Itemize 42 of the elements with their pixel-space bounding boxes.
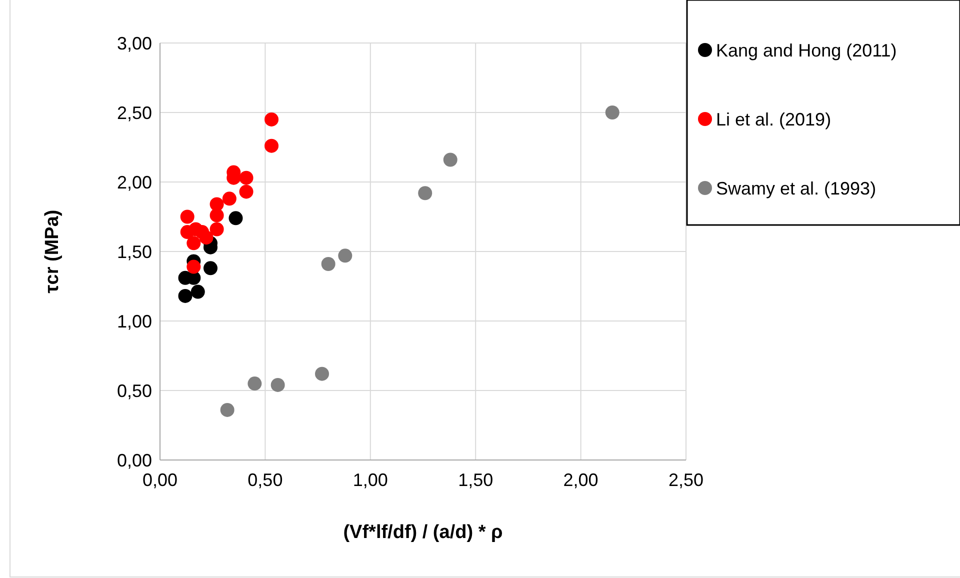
point bbox=[220, 402, 234, 417]
point bbox=[186, 236, 201, 250]
point bbox=[210, 222, 224, 236]
point bbox=[222, 192, 236, 206]
y-tick-label: 2,00 bbox=[116, 172, 152, 192]
y-tick-label: 1,00 bbox=[116, 311, 152, 332]
x-tick-label: 2,50 bbox=[668, 470, 704, 490]
point bbox=[248, 376, 262, 391]
x-axis-title: (Vf*lf/df) / (a/d) * ρ bbox=[343, 522, 503, 543]
x-tick-label: 1,50 bbox=[458, 470, 494, 490]
point bbox=[321, 257, 336, 272]
y-tick-label: 3,00 bbox=[116, 33, 152, 54]
point bbox=[338, 248, 352, 263]
x-tick-label: 2,00 bbox=[563, 470, 598, 490]
point bbox=[270, 378, 285, 392]
point bbox=[239, 184, 254, 199]
point bbox=[199, 230, 214, 245]
point bbox=[178, 288, 192, 303]
x-tick-label: 1,00 bbox=[352, 470, 388, 490]
legend-label: Li et al. (2019) bbox=[716, 109, 832, 130]
y-tick-label: 0,00 bbox=[116, 450, 152, 470]
point bbox=[418, 186, 432, 200]
point bbox=[239, 170, 254, 185]
point bbox=[264, 138, 279, 153]
point bbox=[315, 366, 330, 381]
x-tick-label: 0,00 bbox=[142, 470, 178, 490]
point bbox=[264, 112, 279, 126]
point bbox=[203, 261, 218, 276]
y-axis-title: τcr (MPa) bbox=[42, 210, 63, 294]
point bbox=[228, 211, 243, 226]
y-tick-label: 0,50 bbox=[116, 380, 152, 401]
point bbox=[443, 152, 458, 167]
legend-label: Swamy et al. (1993) bbox=[716, 178, 876, 198]
point bbox=[180, 210, 194, 224]
x-tick-label: 0,50 bbox=[248, 470, 283, 490]
y-tick-label: 1,50 bbox=[116, 242, 152, 262]
point bbox=[605, 106, 620, 120]
y-tick-label: 2,50 bbox=[116, 102, 152, 123]
point bbox=[186, 260, 201, 274]
point bbox=[190, 284, 205, 299]
legend-label: Kang and Hong (2011) bbox=[716, 40, 897, 60]
point bbox=[210, 208, 224, 222]
